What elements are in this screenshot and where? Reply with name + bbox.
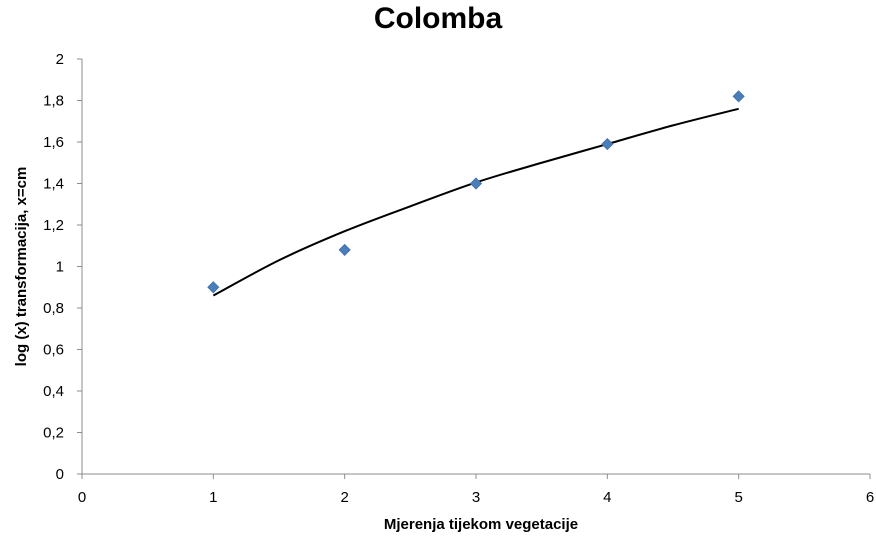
data-point xyxy=(469,177,483,190)
y-tick-label: 1,4 xyxy=(43,176,64,193)
x-tick-label: 3 xyxy=(472,489,480,506)
tick-labels: 0 0,2 0,4 0,6 0,8 1 1,2 1,4 1,6 1,8 2 0 1 2 3 4 5 6 xyxy=(43,51,874,506)
axes xyxy=(81,59,870,475)
x-tick-label: 6 xyxy=(866,489,874,506)
chart-title: Colomba xyxy=(373,2,503,35)
y-tick-label: 0,4 xyxy=(43,383,64,400)
trendline xyxy=(212,107,739,297)
y-tick-label: 0,2 xyxy=(43,425,64,442)
data-points xyxy=(207,90,745,294)
y-tick-label: 1,8 xyxy=(43,93,64,110)
data-point xyxy=(338,243,351,256)
x-tick-label: 2 xyxy=(340,489,348,506)
y-tick-label: 1,2 xyxy=(43,217,64,234)
y-tick-label: 0,6 xyxy=(43,342,64,359)
data-point xyxy=(732,90,745,103)
data-point xyxy=(601,138,614,151)
x-tick-label: 4 xyxy=(603,489,611,506)
x-tick-label: 1 xyxy=(209,489,217,506)
y-axis-title: log (x) transformacija, x=cm xyxy=(13,167,30,367)
y-tick-label: 0 xyxy=(56,466,64,483)
x-tick-label: 0 xyxy=(78,489,86,506)
y-tick-label: 1 xyxy=(56,259,64,276)
y-tick-label: 2 xyxy=(56,51,64,68)
data-point xyxy=(207,281,220,294)
x-axis-title: Mjerenja tijekom vegetacije xyxy=(384,516,578,533)
trendline-curve xyxy=(212,107,739,297)
y-tick-label: 1,6 xyxy=(43,134,64,151)
x-tick-label: 5 xyxy=(734,489,742,506)
y-tick-label: 0,8 xyxy=(43,300,64,317)
